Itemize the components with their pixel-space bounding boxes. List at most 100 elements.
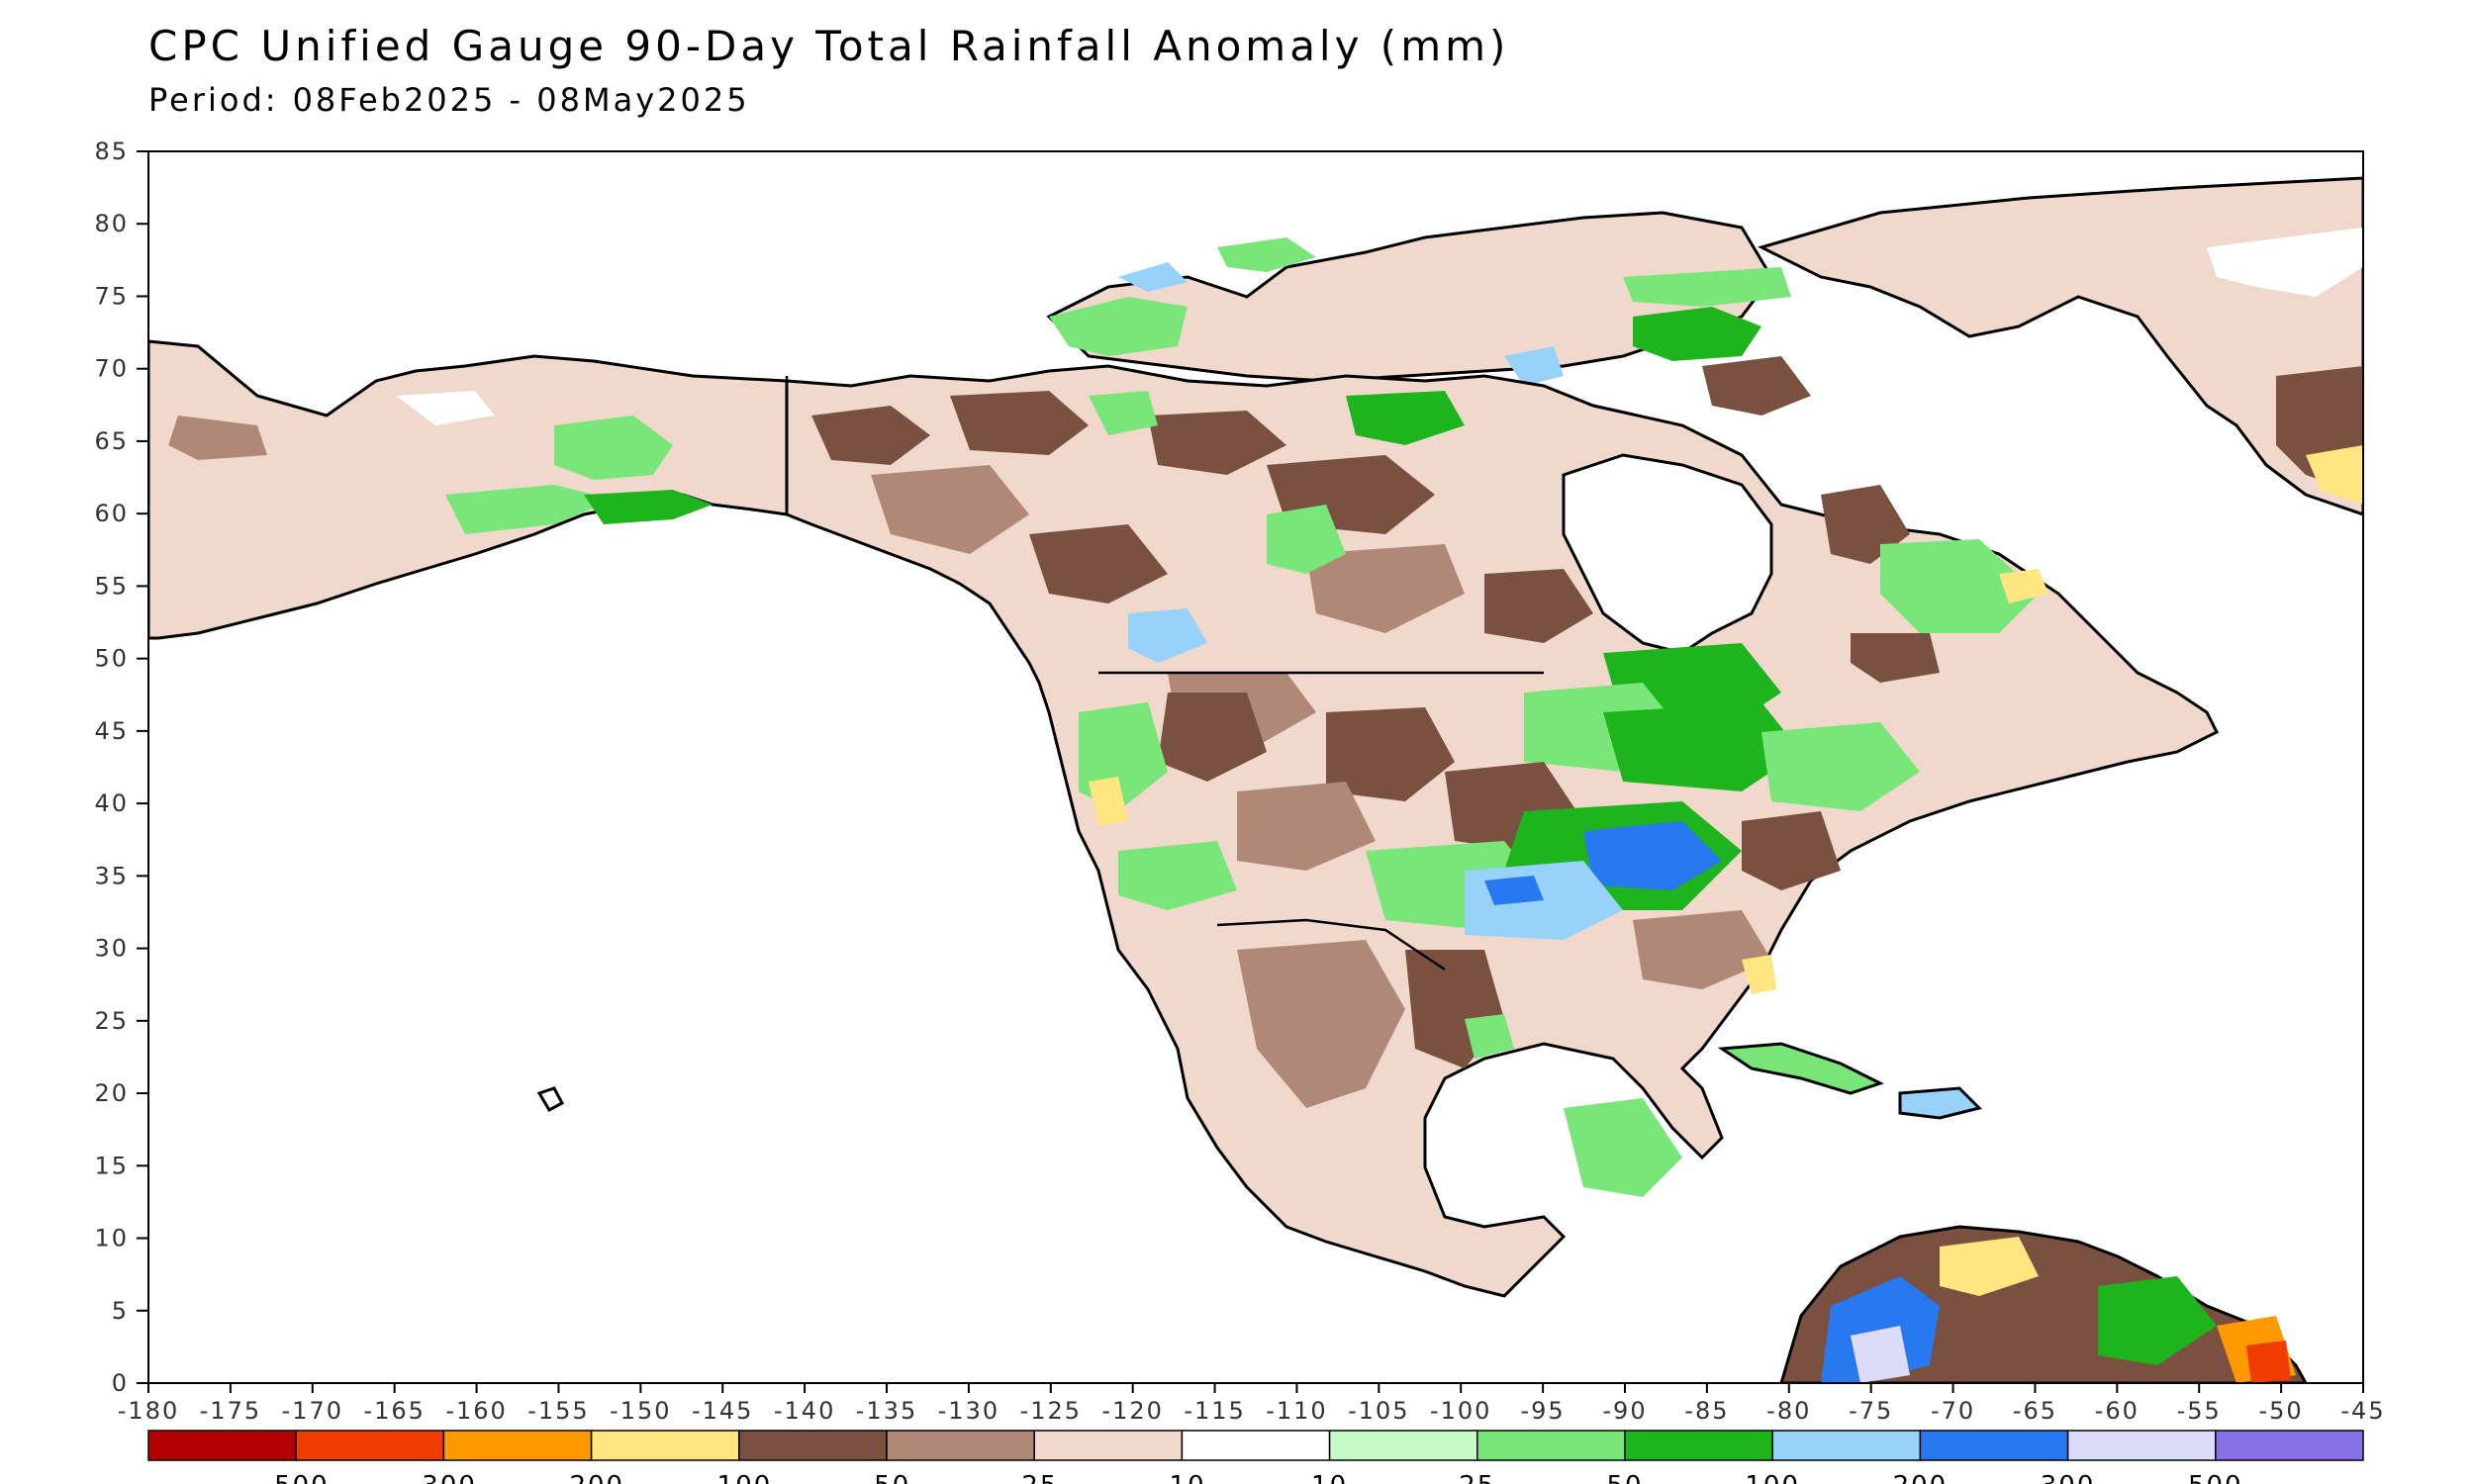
lon-tick-label: -85 xyxy=(1684,1397,1729,1425)
lon-axis: -180 -175 -170 -165 -160 -155 -150 -145 -140 -135… xyxy=(118,1383,2385,1425)
colorbar-label: 500 xyxy=(2188,1471,2243,1484)
colorbar-label: 200 xyxy=(1893,1471,1949,1484)
colorbar-swatch xyxy=(1771,1430,1922,1461)
lon-tick-label: -50 xyxy=(2259,1397,2304,1425)
lon-tick-label: -75 xyxy=(1849,1397,1893,1425)
colorbar-label: -100 xyxy=(706,1471,772,1484)
lon-tick-label: -175 xyxy=(200,1397,261,1425)
lat-tick-label: 45 xyxy=(94,717,129,745)
alaska-white xyxy=(396,391,495,425)
lon-tick-label: -130 xyxy=(938,1397,999,1425)
colorbar-label: 50 xyxy=(1606,1471,1643,1484)
colorbar-swatch xyxy=(1624,1430,1773,1461)
lon-tick-label: -45 xyxy=(2340,1397,2385,1425)
colorbar: -500 -300 -200 -100 -50 -25 -10 10 25 50 100 200 300… xyxy=(147,1430,2364,1484)
lon-tick-label: -125 xyxy=(1020,1397,1082,1425)
lon-tick-label: -95 xyxy=(1521,1397,1566,1425)
colorbar-swatch xyxy=(1181,1430,1331,1461)
period-value: 08Feb2025 - 08May2025 xyxy=(292,81,750,119)
lat-tick-label: 60 xyxy=(94,500,129,527)
colorbar-swatch xyxy=(2066,1430,2217,1461)
colorbar-swatch xyxy=(1033,1430,1184,1461)
lat-tick-label: 85 xyxy=(94,138,129,165)
lon-tick-label: -55 xyxy=(2177,1397,2222,1425)
colorbar-swatch xyxy=(2215,1430,2364,1461)
arctic-blue-1 xyxy=(1118,262,1188,292)
lon-tick-label: -105 xyxy=(1348,1397,1409,1425)
colorbar-label: -10 xyxy=(1158,1471,1205,1484)
lat-tick-label: 20 xyxy=(94,1079,129,1107)
lat-tick-label: 75 xyxy=(94,282,129,310)
colorbar-label: -300 xyxy=(411,1471,477,1484)
colorbar-label: -25 xyxy=(1010,1471,1058,1484)
colorbar-swatch xyxy=(1476,1430,1626,1461)
lon-tick-label: -135 xyxy=(856,1397,917,1425)
alaska-dry xyxy=(168,416,267,460)
colorbar-swatch xyxy=(1919,1430,2069,1461)
sa-lavender xyxy=(1851,1326,1910,1383)
arctic-dry xyxy=(1702,356,1811,416)
lon-tick-label: -120 xyxy=(1101,1397,1163,1425)
anomaly-patches xyxy=(811,391,2048,1197)
sa-green xyxy=(2098,1276,2217,1365)
lon-tick-label: -115 xyxy=(1184,1397,1245,1425)
colorbar-swatch xyxy=(590,1430,740,1461)
hudson-bay xyxy=(1562,453,1773,655)
lon-tick-label: -145 xyxy=(692,1397,753,1425)
lat-tick-label: 55 xyxy=(94,572,129,600)
lat-tick-label: 40 xyxy=(94,789,129,817)
colorbar-swatch xyxy=(295,1430,445,1461)
colorbar-label: 300 xyxy=(2041,1471,2096,1484)
land-layer xyxy=(148,176,2363,1383)
period-label: Period: xyxy=(148,81,279,119)
arctic-green-3 xyxy=(1633,307,1761,361)
alaska-green-south xyxy=(445,485,614,534)
arctic-green-4 xyxy=(1623,267,1791,307)
colorbar-label: 10 xyxy=(1311,1471,1348,1484)
lon-tick-label: -150 xyxy=(610,1397,671,1425)
greenland-white-interior xyxy=(2207,228,2363,297)
lat-tick-label: 25 xyxy=(94,1007,129,1035)
lon-tick-label: -165 xyxy=(363,1397,425,1425)
sa-yellow xyxy=(1940,1237,2039,1296)
hawaii xyxy=(536,1086,565,1113)
arctic-green-1 xyxy=(1049,297,1188,356)
lon-tick-label: -160 xyxy=(445,1397,507,1425)
arctic-green-2 xyxy=(1217,237,1316,272)
us-mexico-border xyxy=(1216,918,1446,972)
lon-tick-label: -90 xyxy=(1602,1397,1647,1425)
lon-tick-label: -100 xyxy=(1430,1397,1491,1425)
lat-tick-label: 10 xyxy=(94,1225,129,1252)
cuba xyxy=(1717,1042,1884,1095)
lat-tick-label: 15 xyxy=(94,1152,129,1179)
lat-tick-label: 70 xyxy=(94,355,129,383)
lon-tick-label: -170 xyxy=(282,1397,343,1425)
colorbar-swatch xyxy=(886,1430,1035,1461)
lon-tick-label: -155 xyxy=(527,1397,589,1425)
map-frame xyxy=(147,150,2364,1384)
lat-tick-label: 5 xyxy=(112,1297,129,1325)
colorbar-label: 25 xyxy=(1459,1471,1495,1484)
lat-tick-label: 65 xyxy=(94,427,129,455)
map-title: CPC Unified Gauge 90-Day Total Rainfall … xyxy=(148,22,1510,70)
lat-tick-label: 35 xyxy=(94,862,129,889)
lon-tick-label: -180 xyxy=(118,1397,179,1425)
colorbar-swatch xyxy=(442,1430,593,1461)
colorbar-label: 100 xyxy=(1745,1471,1800,1484)
lon-tick-label: -80 xyxy=(1766,1397,1811,1425)
sa-red xyxy=(2246,1341,2291,1383)
colorbar-label: -50 xyxy=(863,1471,910,1484)
colorbar-swatch xyxy=(147,1430,297,1461)
colorbar-swatch xyxy=(738,1430,888,1461)
lat-tick-label: 30 xyxy=(94,935,129,963)
lon-tick-label: -140 xyxy=(774,1397,835,1425)
greenland-yellow xyxy=(2306,445,2363,505)
arctic-blue-2 xyxy=(1504,346,1564,386)
lat-tick-label: 50 xyxy=(94,645,129,673)
colorbar-label: -200 xyxy=(558,1471,624,1484)
lon-tick-label: -65 xyxy=(2013,1397,2057,1425)
colorbar-swatch xyxy=(1328,1430,1478,1461)
lon-tick-label: -70 xyxy=(1931,1397,1975,1425)
